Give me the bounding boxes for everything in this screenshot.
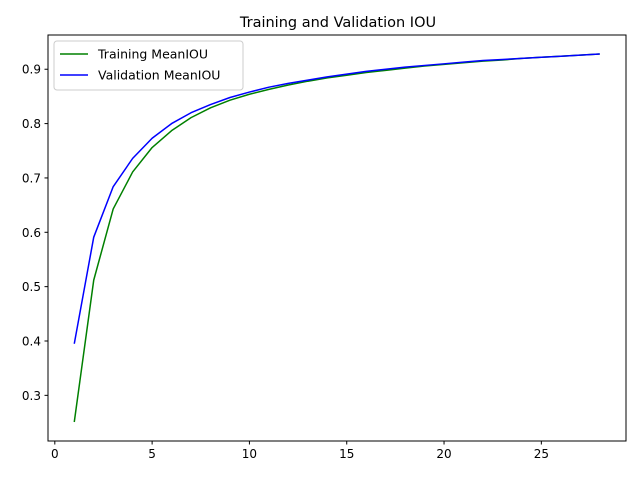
chart-title: Training and Validation IOU bbox=[239, 15, 436, 31]
series-line-validation bbox=[73, 53, 600, 344]
y-tick-label: 0.4 bbox=[22, 334, 41, 348]
y-tick-label: 0.9 bbox=[22, 63, 41, 77]
legend-label: Training MeanIOU bbox=[97, 47, 208, 62]
x-tick-label: 20 bbox=[436, 447, 451, 461]
y-tick-label: 0.6 bbox=[22, 226, 41, 240]
legend-label: Validation MeanIOU bbox=[98, 68, 220, 83]
axes-layer: 0 5 10 15 20 25 0.3 0.4 0.5 0.6 0.7 0.8 0.9 bbox=[22, 34, 627, 461]
series-line-training bbox=[73, 53, 600, 423]
legend: Training MeanIOU Validation MeanIOU bbox=[53, 40, 244, 91]
y-tick-label: 0.7 bbox=[22, 171, 41, 185]
y-tick-label: 0.3 bbox=[22, 389, 41, 403]
x-tick-label: 5 bbox=[148, 447, 156, 461]
y-tick-label: 0.8 bbox=[22, 117, 41, 131]
legend-box bbox=[53, 40, 244, 91]
y-tick-label: 0.5 bbox=[22, 280, 41, 294]
x-tick-label: 0 bbox=[51, 447, 59, 461]
plot-frame bbox=[47, 34, 627, 442]
x-tick-label: 25 bbox=[534, 447, 549, 461]
x-tick-label: 15 bbox=[339, 447, 354, 461]
series-layer bbox=[73, 53, 600, 423]
x-tick-label: 10 bbox=[242, 447, 257, 461]
